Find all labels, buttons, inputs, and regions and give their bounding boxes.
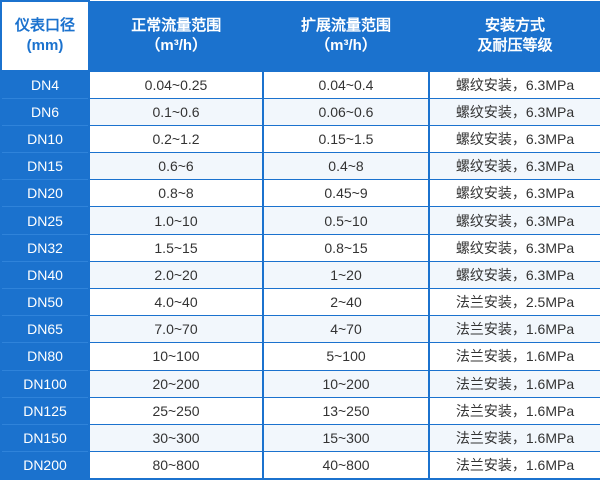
cell-nominal-diameter: DN10 [0,124,90,154]
cell-extended-flow-range: 40~800 [262,451,430,480]
column-header-extended-flow-range-unit: （m³/h） [315,37,377,54]
cell-nominal-diameter: DN15 [0,152,90,181]
cell-nominal-diameter: DN125 [0,396,90,425]
cell-normal-flow-range: 10~100 [88,342,264,371]
table-row: DN6 0.1~0.6 0.06~0.6 螺纹安装，6.3MPa [0,97,600,126]
cell-extended-flow-range: 15~300 [262,423,430,453]
cell-nominal-diameter: DN50 [0,287,90,317]
cell-installation-pressure: 法兰安装，1.6MPa [428,423,600,453]
cell-installation-pressure: 法兰安装，2.5MPa [428,287,600,317]
column-header-installation-line1: 安装方式 [484,16,545,34]
table-row: DN150 30~300 15~300 法兰安装，1.6MPa [0,423,600,453]
cell-normal-flow-range: 0.6~6 [88,152,264,181]
cell-nominal-diameter: DN65 [0,315,90,344]
column-header-normal-flow-range: 正常流量范围 （m³/h） [88,0,264,72]
cell-extended-flow-range: 10~200 [262,369,430,398]
cell-extended-flow-range: 0.45~9 [262,179,430,208]
cell-nominal-diameter: DN6 [0,97,90,126]
cell-normal-flow-range: 0.2~1.2 [88,124,264,154]
column-header-extended-flow-range-line1: 扩展流量范围 [300,16,391,34]
cell-normal-flow-range: 0.1~0.6 [88,97,264,126]
cell-nominal-diameter: DN4 [0,70,90,99]
cell-normal-flow-range: 0.8~8 [88,179,264,208]
column-header-normal-flow-range-unit: （m³/h） [145,37,208,54]
cell-normal-flow-range: 80~800 [88,451,264,480]
cell-installation-pressure: 法兰安装，1.6MPa [428,451,600,480]
cell-installation-pressure: 螺纹安装，6.3MPa [428,124,600,154]
column-header-normal-flow-range-line1: 正常流量范围 [131,16,222,34]
cell-nominal-diameter: DN80 [0,342,90,371]
cell-nominal-diameter: DN100 [0,369,90,398]
table-row: DN200 80~800 40~800 法兰安装，1.6MPa [0,451,600,480]
cell-installation-pressure: 法兰安装，1.6MPa [428,396,600,425]
table-row: DN10 0.2~1.2 0.15~1.5 螺纹安装，6.3MPa [0,124,600,154]
cell-installation-pressure: 螺纹安装，6.3MPa [428,179,600,208]
column-header-extended-flow-range: 扩展流量范围 （m³/h） [262,0,430,72]
cell-normal-flow-range: 1.5~15 [88,233,264,262]
table-row: DN15 0.6~6 0.4~8 螺纹安装，6.3MPa [0,152,600,181]
cell-extended-flow-range: 0.15~1.5 [262,124,430,154]
cell-extended-flow-range: 5~100 [262,342,430,371]
column-header-installation-line2: 及耐压等级 [477,37,553,54]
cell-installation-pressure: 螺纹安装，6.3MPa [428,97,600,126]
cell-nominal-diameter: DN40 [0,260,90,290]
cell-extended-flow-range: 1~20 [262,260,430,290]
cell-extended-flow-range: 13~250 [262,396,430,425]
cell-extended-flow-range: 0.4~8 [262,152,430,181]
cell-installation-pressure: 螺纹安装，6.3MPa [428,260,600,290]
table-row: DN65 7.0~70 4~70 法兰安装，1.6MPa [0,315,600,344]
table-row: DN80 10~100 5~100 法兰安装，1.6MPa [0,342,600,371]
cell-nominal-diameter: DN200 [0,451,90,480]
cell-nominal-diameter: DN20 [0,179,90,208]
cell-normal-flow-range: 4.0~40 [88,287,264,317]
cell-extended-flow-range: 2~40 [262,287,430,317]
table-row: DN25 1.0~10 0.5~10 螺纹安装，6.3MPa [0,206,600,235]
table-row: DN20 0.8~8 0.45~9 螺纹安装，6.3MPa [0,179,600,208]
cell-installation-pressure: 法兰安装，1.6MPa [428,315,600,344]
cell-extended-flow-range: 0.06~0.6 [262,97,430,126]
cell-installation-pressure: 法兰安装，1.6MPa [428,369,600,398]
cell-installation-pressure: 法兰安装，1.6MPa [428,342,600,371]
column-header-installation-pressure: 安装方式 及耐压等级 [428,0,600,72]
cell-normal-flow-range: 25~250 [88,396,264,425]
cell-installation-pressure: 螺纹安装，6.3MPa [428,70,600,99]
header-row: 仪表口径 (mm) 正常流量范围 （m³/h） 扩展流量范围 （m³/h） 安装… [0,0,600,72]
table-row: DN32 1.5~15 0.8~15 螺纹安装，6.3MPa [0,233,600,262]
table-row: DN4 0.04~0.25 0.04~0.4 螺纹安装，6.3MPa [0,70,600,99]
cell-normal-flow-range: 20~200 [88,369,264,398]
table-header: 仪表口径 (mm) 正常流量范围 （m³/h） 扩展流量范围 （m³/h） 安装… [0,0,600,72]
table-row: DN50 4.0~40 2~40 法兰安装，2.5MPa [0,287,600,317]
cell-normal-flow-range: 0.04~0.25 [88,70,264,99]
column-header-nominal-diameter: 仪表口径 (mm) [0,0,90,72]
cell-normal-flow-range: 2.0~20 [88,260,264,290]
cell-extended-flow-range: 4~70 [262,315,430,344]
cell-nominal-diameter: DN150 [0,423,90,453]
table-row: DN40 2.0~20 1~20 螺纹安装，6.3MPa [0,260,600,290]
cell-installation-pressure: 螺纹安装，6.3MPa [428,152,600,181]
column-header-nominal-diameter-line1: 仪表口径 [14,16,75,34]
table-row: DN100 20~200 10~200 法兰安装，1.6MPa [0,369,600,398]
cell-normal-flow-range: 30~300 [88,423,264,453]
cell-nominal-diameter: DN25 [0,206,90,235]
cell-extended-flow-range: 0.5~10 [262,206,430,235]
cell-extended-flow-range: 0.04~0.4 [262,70,430,99]
column-header-nominal-diameter-line2: (mm) [26,37,64,54]
cell-extended-flow-range: 0.8~15 [262,233,430,262]
cell-installation-pressure: 螺纹安装，6.3MPa [428,206,600,235]
cell-nominal-diameter: DN32 [0,233,90,262]
cell-normal-flow-range: 1.0~10 [88,206,264,235]
cell-normal-flow-range: 7.0~70 [88,315,264,344]
cell-installation-pressure: 螺纹安装，6.3MPa [428,233,600,262]
table-row: DN125 25~250 13~250 法兰安装，1.6MPa [0,396,600,425]
table-body: DN4 0.04~0.25 0.04~0.4 螺纹安装，6.3MPa DN6 0.1~0.… [0,70,600,480]
